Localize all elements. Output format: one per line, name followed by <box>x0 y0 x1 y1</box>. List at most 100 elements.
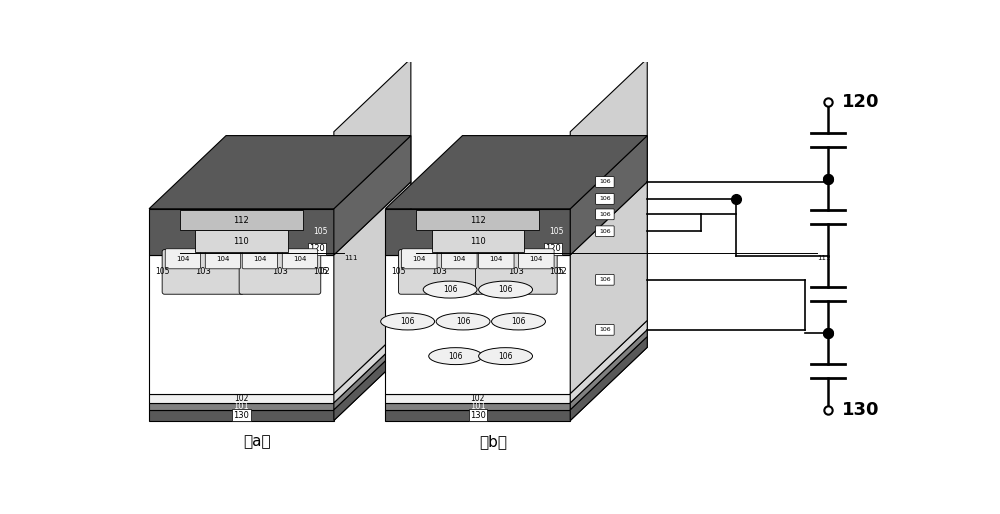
Text: 106: 106 <box>599 277 611 282</box>
Text: 106: 106 <box>456 317 470 326</box>
Polygon shape <box>149 394 334 403</box>
Text: 130: 130 <box>234 411 249 419</box>
Text: 102: 102 <box>471 394 485 402</box>
Polygon shape <box>385 410 570 420</box>
Text: 105: 105 <box>392 267 406 277</box>
FancyBboxPatch shape <box>596 324 614 335</box>
Polygon shape <box>334 329 411 410</box>
Text: 101: 101 <box>234 402 249 411</box>
Text: 106: 106 <box>448 352 463 361</box>
Polygon shape <box>570 329 647 410</box>
FancyBboxPatch shape <box>402 249 437 269</box>
FancyBboxPatch shape <box>399 250 480 294</box>
Text: 106: 106 <box>599 327 611 333</box>
Polygon shape <box>570 320 647 403</box>
Polygon shape <box>149 403 334 410</box>
Text: 102: 102 <box>314 267 330 276</box>
Text: 104: 104 <box>216 256 230 262</box>
Ellipse shape <box>429 347 483 364</box>
FancyBboxPatch shape <box>596 194 614 205</box>
FancyBboxPatch shape <box>195 230 288 252</box>
Text: 106: 106 <box>443 285 457 294</box>
Polygon shape <box>570 182 647 394</box>
FancyBboxPatch shape <box>476 250 557 294</box>
Text: 104: 104 <box>530 256 543 262</box>
Text: （b）: （b） <box>479 434 507 450</box>
Text: 105: 105 <box>313 227 328 236</box>
FancyBboxPatch shape <box>596 274 614 285</box>
Polygon shape <box>334 337 411 420</box>
Text: 112: 112 <box>234 216 249 225</box>
Polygon shape <box>149 410 334 420</box>
FancyBboxPatch shape <box>519 249 554 269</box>
Polygon shape <box>570 136 647 255</box>
Text: 105: 105 <box>550 267 564 277</box>
Text: 120: 120 <box>842 93 880 111</box>
FancyBboxPatch shape <box>596 226 614 236</box>
FancyBboxPatch shape <box>242 249 278 269</box>
Text: （a）: （a） <box>243 434 271 450</box>
Polygon shape <box>385 403 570 410</box>
Text: 106: 106 <box>400 317 415 326</box>
FancyBboxPatch shape <box>205 249 241 269</box>
Ellipse shape <box>479 347 533 364</box>
Text: 106: 106 <box>599 229 611 234</box>
Polygon shape <box>334 136 411 255</box>
Text: 101: 101 <box>470 402 486 411</box>
Polygon shape <box>385 209 570 255</box>
Text: 104: 104 <box>293 256 307 262</box>
Text: 110: 110 <box>470 236 486 246</box>
FancyBboxPatch shape <box>416 210 539 230</box>
Text: 104: 104 <box>253 256 267 262</box>
Text: 110: 110 <box>234 236 249 246</box>
Polygon shape <box>385 136 647 209</box>
Text: 106: 106 <box>498 285 513 294</box>
Ellipse shape <box>423 281 477 298</box>
Text: 105: 105 <box>313 267 328 277</box>
Polygon shape <box>149 136 411 209</box>
Text: 130: 130 <box>842 401 880 419</box>
Polygon shape <box>385 255 570 394</box>
Text: 104: 104 <box>490 256 503 262</box>
FancyBboxPatch shape <box>162 250 244 294</box>
FancyBboxPatch shape <box>596 177 614 188</box>
Polygon shape <box>334 320 411 403</box>
Text: 102: 102 <box>234 394 249 402</box>
Ellipse shape <box>479 281 533 298</box>
FancyBboxPatch shape <box>479 249 514 269</box>
Text: 105: 105 <box>155 267 170 277</box>
Text: 120: 120 <box>545 244 561 253</box>
Polygon shape <box>334 59 411 420</box>
Text: 102: 102 <box>551 267 566 276</box>
Text: 103: 103 <box>508 267 524 277</box>
FancyBboxPatch shape <box>432 230 524 252</box>
Text: 111: 111 <box>345 255 358 261</box>
Ellipse shape <box>381 313 435 330</box>
Text: 103: 103 <box>431 267 447 277</box>
Text: 104: 104 <box>176 256 190 262</box>
Polygon shape <box>149 255 334 394</box>
Ellipse shape <box>492 313 545 330</box>
Polygon shape <box>570 59 647 420</box>
Text: 104: 104 <box>453 256 466 262</box>
Text: 120: 120 <box>309 244 325 253</box>
Text: 106: 106 <box>511 317 526 326</box>
FancyBboxPatch shape <box>282 249 318 269</box>
FancyBboxPatch shape <box>442 249 477 269</box>
Polygon shape <box>570 337 647 420</box>
Text: 103: 103 <box>195 267 211 277</box>
Text: 112: 112 <box>470 216 486 225</box>
Polygon shape <box>334 182 411 394</box>
FancyBboxPatch shape <box>596 209 614 219</box>
Ellipse shape <box>436 313 490 330</box>
Text: 106: 106 <box>599 196 611 201</box>
Text: 105: 105 <box>550 227 564 236</box>
FancyBboxPatch shape <box>180 210 303 230</box>
Text: 111: 111 <box>817 255 831 261</box>
Text: 130: 130 <box>470 411 486 419</box>
Text: 106: 106 <box>599 212 611 217</box>
Text: 106: 106 <box>498 352 513 361</box>
Polygon shape <box>385 394 570 403</box>
Text: 104: 104 <box>413 256 426 262</box>
FancyBboxPatch shape <box>165 249 201 269</box>
